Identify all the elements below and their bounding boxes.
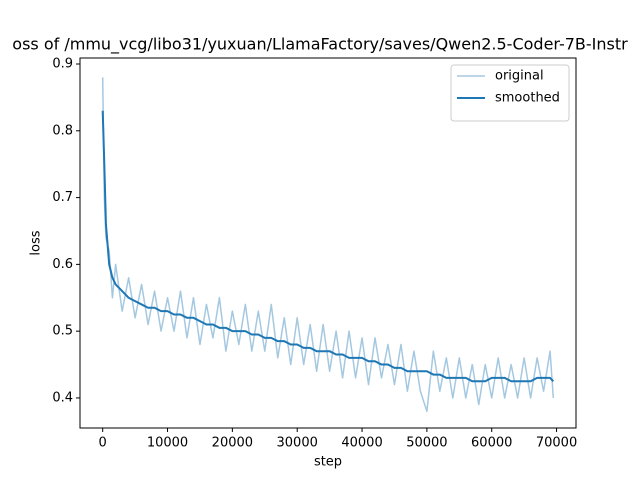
y-tick-label: 0.6 <box>52 257 73 272</box>
x-tick-label: 20000 <box>212 436 253 451</box>
legend-label: original <box>495 69 544 84</box>
chart-title: oss of /mmu_vcg/libo31/yuxuan/LlamaFacto… <box>12 35 628 55</box>
x-tick-label: 60000 <box>471 436 512 451</box>
x-tick-label: 10000 <box>147 436 188 451</box>
y-tick-label: 0.7 <box>52 190 73 205</box>
x-tick-label: 30000 <box>277 436 318 451</box>
legend-box <box>450 64 570 122</box>
x-tick-label: 70000 <box>536 436 577 451</box>
y-tick-label: 0.5 <box>52 324 73 339</box>
plot-frame <box>79 57 577 429</box>
series-line <box>101 77 555 413</box>
x-tick-label: 0 <box>99 436 107 451</box>
x-axis-label: step <box>314 455 342 470</box>
legend-label: smoothed <box>495 91 560 106</box>
y-tick-label: 0.9 <box>52 57 73 72</box>
x-tick-label: 40000 <box>341 436 382 451</box>
y-axis-label: loss <box>29 230 44 255</box>
series-line <box>101 110 555 383</box>
y-tick-label: 0.4 <box>52 390 73 405</box>
x-tick-label: 50000 <box>406 436 447 451</box>
y-tick-label: 0.8 <box>52 123 73 138</box>
